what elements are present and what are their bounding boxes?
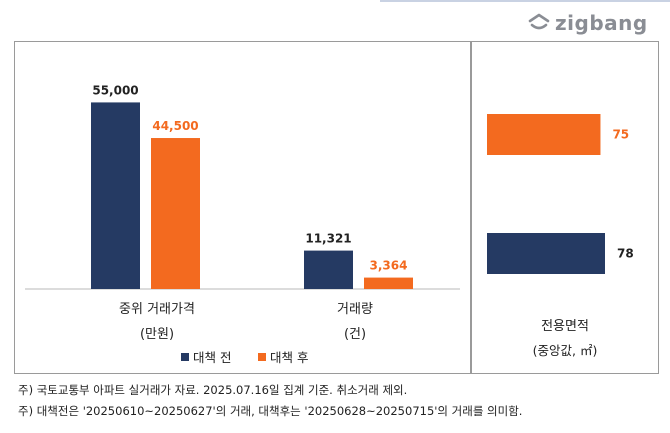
price-volume-chart: 55,000 11,321 44,500 3,364 중위 거래가격 (만원) 거래량 (건)… bbox=[25, 83, 460, 365]
footnotes: 주) 국토교통부 아파트 실거래가 자료. 2025.07.16일 집계 기준.… bbox=[18, 380, 658, 422]
bar bbox=[487, 233, 605, 274]
legend-label: 대책 전 bbox=[193, 350, 231, 365]
legend-label: 대책 후 bbox=[270, 350, 308, 365]
data-label: 78 bbox=[617, 247, 634, 261]
legend-swatch bbox=[181, 353, 189, 361]
bar bbox=[364, 277, 413, 289]
bar bbox=[487, 114, 601, 155]
footnote-1: 주) 국토교통부 아파트 실거래가 자료. 2025.07.16일 집계 기준.… bbox=[18, 383, 408, 397]
bar bbox=[151, 138, 200, 289]
category-unit: (중앙값, ㎡) bbox=[533, 343, 598, 358]
legend-swatch bbox=[258, 353, 266, 361]
area-chart: 75 78 전용면적 (중앙값, ㎡) bbox=[487, 114, 634, 358]
bar bbox=[304, 250, 353, 289]
price-volume-chart-panel: 55,000 11,321 44,500 3,364 중위 거래가격 (만원) 거래량 (건)… bbox=[14, 41, 471, 374]
data-label: 3,364 bbox=[370, 259, 408, 273]
zigbang-logo-icon bbox=[528, 13, 550, 30]
category-label: 전용면적 bbox=[541, 319, 589, 334]
category-unit: (만원) bbox=[140, 327, 174, 342]
data-label: 75 bbox=[612, 128, 629, 142]
data-label: 11,321 bbox=[305, 232, 351, 246]
data-label: 44,500 bbox=[152, 119, 198, 133]
area-chart-panel: 75 78 전용면적 (중앙값, ㎡) bbox=[471, 41, 659, 374]
data-label: 55,000 bbox=[92, 83, 138, 97]
zigbang-logo: zigbang bbox=[527, 10, 648, 36]
category-label: 거래량 bbox=[337, 302, 373, 317]
top-accent-line bbox=[380, 0, 670, 2]
footnote-2: 주) 대책전은 '20250610~20250627'의 거래, 대책후는 '2… bbox=[18, 404, 523, 418]
category-label: 중위 거래가격 bbox=[119, 302, 195, 317]
category-unit: (건) bbox=[344, 327, 366, 342]
logo-text: zigbang bbox=[555, 11, 648, 35]
bar bbox=[91, 102, 140, 289]
